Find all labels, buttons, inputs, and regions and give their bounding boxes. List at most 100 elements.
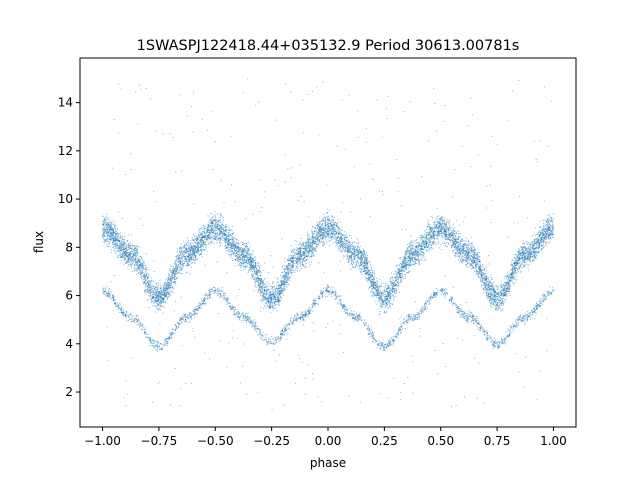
data-point [141,279,143,281]
data-point [218,228,220,230]
data-point [542,241,544,243]
data-point [312,231,314,233]
data-point [435,231,437,233]
data-point [346,236,348,238]
data-point [429,230,431,232]
data-point [376,294,378,296]
data-point [374,272,376,274]
data-point [211,234,212,236]
data-point [179,251,181,253]
data-point [306,256,308,258]
data-point [415,263,417,264]
data-point [351,258,353,260]
data-point [159,302,161,304]
data-point [331,218,333,220]
data-point [365,268,367,270]
data-point [160,286,162,288]
data-point [370,279,372,281]
data-point [384,288,386,290]
data-point [517,271,519,273]
data-point [383,299,385,301]
data-point [260,287,262,289]
data-point [188,247,190,249]
data-point [442,237,444,239]
data-point [107,245,108,247]
data-point [145,265,147,267]
data-point [516,258,518,260]
data-point [350,262,352,264]
data-point [307,238,308,240]
data-point [528,246,530,248]
data-point [293,258,294,260]
data-point [389,288,391,289]
data-point [250,257,251,259]
data-point [202,227,204,228]
data-point [453,223,455,225]
data-point [189,247,191,249]
data-point [211,213,213,215]
data-point [393,282,395,284]
data-point [177,261,179,262]
data-point [248,260,250,262]
data-point [274,292,276,294]
data-point [275,307,276,309]
data-point [188,248,190,250]
data-point [219,241,221,243]
data-point [184,242,186,244]
data-point [373,287,375,289]
data-point [446,226,448,228]
data-point [395,296,397,297]
data-point [506,294,508,296]
data-point [491,298,493,300]
data-point [186,271,188,273]
data-point [515,260,517,262]
data-point [285,281,286,283]
data-point [440,234,442,236]
data-point [522,262,524,264]
data-point [171,288,173,290]
data-point [307,253,309,255]
data-point [405,277,406,279]
data-point [220,213,222,215]
data-point [155,293,157,295]
data-point [505,284,506,286]
data-point [124,246,126,248]
data-point [278,296,280,298]
data-point [513,282,515,284]
data-point [124,248,126,250]
data-point [220,225,222,227]
data-point [492,295,493,297]
data-point [178,257,180,259]
data-point [373,292,375,294]
data-point [166,284,168,286]
data-point [198,253,200,255]
data-point [511,264,513,266]
data-point [350,257,352,259]
data-point [552,233,554,235]
data-point [471,245,473,247]
data-point [215,221,217,223]
data-point [490,293,492,295]
data-point [404,266,406,268]
data-point [469,265,471,267]
data-point [284,283,285,285]
data-point [385,283,387,285]
data-point [282,275,284,277]
data-point [288,276,290,278]
data-point [266,299,268,301]
data-point [234,259,236,260]
data-point [492,296,494,298]
data-point [297,244,299,246]
data-point [479,255,481,257]
data-point [448,238,450,240]
data-point [407,264,409,265]
data-point [531,245,533,247]
data-point [534,241,536,243]
data-point [418,242,420,244]
data-point [384,302,386,304]
data-point [369,264,371,266]
data-point [475,259,477,261]
data-point [267,293,269,294]
data-point [518,265,520,267]
data-point [165,278,167,280]
